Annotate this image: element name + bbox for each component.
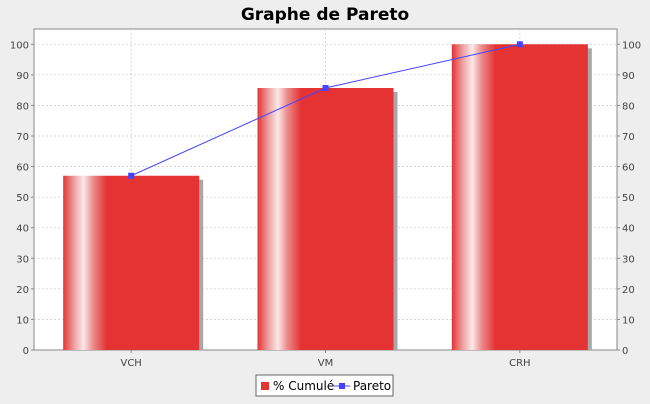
bar (451, 44, 588, 351)
y-tick-label-right: 50 (622, 193, 635, 204)
y-tick-label-right: 0 (622, 346, 628, 357)
x-tick-label: CRH (509, 358, 530, 369)
y-tick-label-right: 70 (622, 132, 635, 143)
pareto-point (322, 85, 329, 92)
y-tick-label-left: 40 (16, 224, 29, 235)
legend-box (255, 374, 394, 397)
bar (63, 175, 200, 350)
y-tick-label-left: 20 (16, 285, 29, 296)
y-tick-label-left: 90 (16, 71, 29, 82)
y-tick-label-left: 10 (16, 315, 29, 326)
bar (257, 88, 394, 350)
y-tick-label-right: 10 (622, 315, 635, 326)
legend-swatch-cumule (261, 382, 269, 390)
y-tick-label-left: 50 (16, 193, 29, 204)
y-tick-label-right: 90 (622, 71, 635, 82)
y-tick-label-left: 0 (23, 346, 29, 357)
legend-label-cumule: % Cumulé (273, 379, 334, 393)
y-tick-label-left: 80 (16, 101, 29, 112)
legend-marker-pareto (339, 383, 345, 389)
y-tick-label-right: 60 (622, 163, 635, 174)
x-tick-label: VCH (120, 358, 141, 369)
pareto-point (128, 172, 135, 179)
x-tick-label: VM (318, 358, 333, 369)
y-tick-label-right: 40 (622, 224, 635, 235)
y-tick-label-left: 60 (16, 163, 29, 174)
axes: 0 0 10 10 20 20 30 30 40 40 50 50 60 60 70 70 80 80 90 90 10… (10, 40, 641, 369)
y-tick-label-right: 100 (622, 40, 641, 51)
y-tick-label-left: 100 (10, 40, 29, 51)
pareto-line (128, 41, 523, 179)
y-tick-label-left: 30 (16, 254, 29, 265)
y-tick-label-right: 30 (622, 254, 635, 265)
bars (63, 44, 592, 351)
legend-label-pareto: Pareto (353, 379, 391, 393)
y-tick-label-right: 80 (622, 101, 635, 112)
y-tick-label-right: 20 (622, 285, 635, 296)
y-tick-label-left: 70 (16, 132, 29, 143)
chart-title: Graphe de Pareto (241, 5, 409, 25)
legend: % Cumulé Pareto (255, 374, 394, 397)
pareto-point (516, 41, 523, 48)
